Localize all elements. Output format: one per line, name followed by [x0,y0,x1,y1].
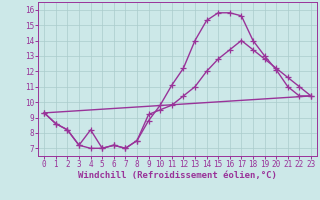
X-axis label: Windchill (Refroidissement éolien,°C): Windchill (Refroidissement éolien,°C) [78,171,277,180]
